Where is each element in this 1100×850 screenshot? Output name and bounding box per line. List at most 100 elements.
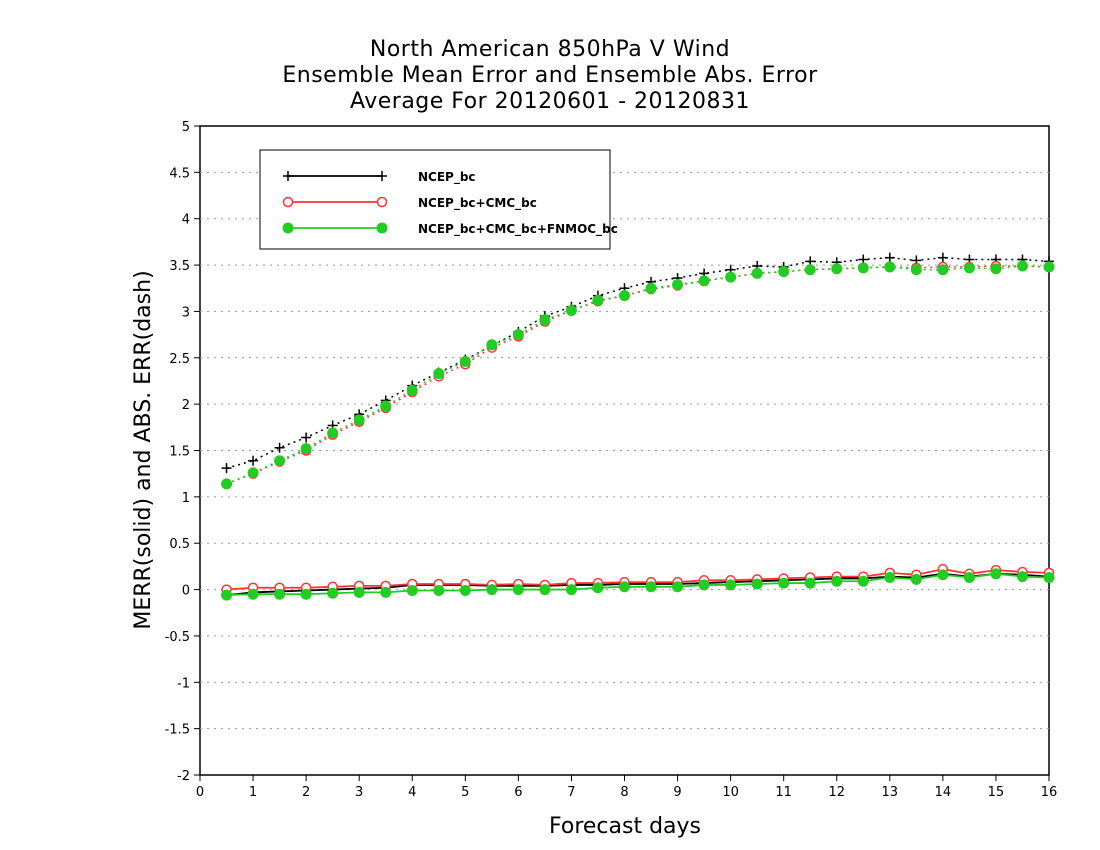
x-tick-label: 5 [461,785,469,800]
abs-err-point [274,442,285,453]
y-tick-label: 4 [182,213,190,228]
mean-err-point [300,588,312,600]
legend-label: NCEP_bc [418,170,476,185]
abs-err-point [380,400,392,412]
mean-err-point [672,581,684,593]
abs-err-point [248,455,259,466]
abs-err-point [274,455,286,467]
abs-err-point [1016,260,1028,272]
abs-err-line-ncep-bc [226,256,1050,469]
mean-err-point [221,589,233,601]
abs-err-point [353,414,365,426]
mean-err-point [327,587,339,599]
abs-err-point [592,294,604,306]
abs-err-point [778,266,790,278]
y-tick-label: 1.5 [169,445,190,460]
abs-err-point [990,263,1002,275]
mean-err-point [592,582,604,594]
abs-err-line-ncep-bc-cmc-bc [226,265,1050,485]
y-tick-label: 4.5 [169,166,190,181]
abs-err-point [831,263,843,275]
mean-err-point [512,584,524,596]
abs-err-point [751,267,763,279]
x-tick-label: 11 [775,785,792,800]
abs-err-line-ncep-bc-cmc-bc-fnmoc-bc [226,265,1050,485]
mean-err-point [274,588,286,600]
y-tick-label: -1.5 [165,723,190,738]
mean-err-point [725,579,737,591]
legend-marker [376,222,388,234]
abs-err-point [459,355,471,367]
abs-err-point [963,262,975,274]
x-tick-label: 7 [567,785,575,800]
mean-err-point [884,572,896,584]
x-axis-label: Forecast days [549,814,701,839]
y-tick-label: 3 [182,305,190,320]
legend-label: NCEP_bc+CMC_bc [418,196,537,211]
y-tick-label: 2 [182,398,190,413]
series-layer [221,252,1055,601]
abs-err-point [301,432,312,443]
y-tick-label: 0 [182,584,190,599]
chart-title-line-1: North American 850hPa V Wind [369,37,731,62]
abs-err-point [698,275,710,287]
legend-marker [283,171,293,181]
legend-marker [377,171,387,181]
x-axis-ticks: 0 1 2 3 4 5 6 7 8 9 10 11 12 13 14 15 16 [196,775,1057,800]
mean-err-point [963,572,975,584]
x-tick-label: 2 [302,785,310,800]
mean-err-point [1016,571,1028,583]
legend-marker [282,196,294,208]
mean-err-point [353,586,365,598]
abs-err-point [725,271,737,283]
y-tick-label: -1 [177,676,190,691]
mean-err-point [937,569,949,581]
y-tick-label: 3.5 [169,259,190,274]
legend-marker [282,222,294,234]
legend-marker [376,196,388,208]
mean-err-point [698,579,710,591]
mean-err-point [433,584,445,596]
abs-err-point [1043,261,1055,273]
abs-err-point [857,262,869,274]
abs-err-point [512,329,524,341]
mean-err-point [751,578,763,590]
abs-err-point [884,261,896,273]
x-tick-label: 9 [673,785,681,800]
abs-err-point [910,264,922,276]
legend-label: NCEP_bc+CMC_bc+FNMOC_bc [418,222,618,237]
mean-err-point [539,584,551,596]
x-tick-label: 14 [935,785,952,800]
mean-err-point [778,577,790,589]
y-tick-label: 5 [182,120,190,135]
grid-lines [200,171,1049,730]
x-tick-label: 1 [249,785,257,800]
x-tick-label: 12 [828,785,845,800]
y-tick-label: 0.5 [169,537,190,552]
mean-err-point [247,588,259,600]
legend-box [259,149,611,250]
mean-err-point [990,568,1002,580]
y-tick-label: 1 [182,491,190,506]
abs-err-point [804,264,816,276]
x-tick-label: 3 [355,785,363,800]
mean-err-point [486,584,498,596]
abs-err-point [221,463,232,474]
x-tick-label: 16 [1041,785,1058,800]
abs-err-point [486,339,498,351]
y-axis-label: MERR(solid) and ABS. ERR(dash) [131,270,156,629]
x-tick-label: 6 [514,785,522,800]
x-tick-label: 13 [882,785,899,800]
abs-err-point [937,252,948,263]
mean-err-point [910,573,922,585]
abs-err-point [327,427,339,439]
mean-err-point [857,575,869,587]
abs-err-point [406,384,418,396]
mean-err-point [645,581,657,593]
abs-err-point [884,252,895,263]
mean-err-point [565,584,577,596]
mean-err-point [406,584,418,596]
abs-err-point [247,467,259,479]
abs-err-point [672,279,684,291]
